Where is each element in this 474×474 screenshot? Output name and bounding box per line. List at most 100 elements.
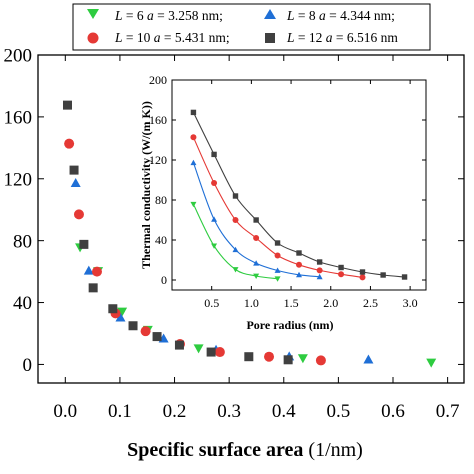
y-tick-label: 160 bbox=[4, 108, 33, 129]
data-point bbox=[190, 159, 197, 166]
data-point bbox=[91, 266, 102, 277]
legend-label-aeq: = 5.431 nm; bbox=[161, 30, 230, 45]
x-tick-label: 2.5 bbox=[363, 296, 378, 310]
main-axes: 0.0 0.1 0.2 0.3 0.4 0.5 0.6 0.7 0 40 80 120 160 200 bbox=[4, 46, 464, 422]
legend-label-eq: = 8 bbox=[295, 8, 320, 23]
data-point bbox=[128, 321, 138, 331]
data-point bbox=[211, 216, 218, 222]
data-point bbox=[190, 134, 197, 141]
data-point bbox=[264, 351, 275, 362]
data-point bbox=[283, 355, 293, 365]
legend-marker bbox=[264, 9, 276, 19]
data-point bbox=[426, 358, 437, 368]
data-point bbox=[232, 267, 239, 273]
data-point bbox=[253, 273, 260, 279]
data-point bbox=[296, 261, 302, 268]
data-point bbox=[211, 180, 218, 186]
legend-item: L = 10 a = 5.431 nm; bbox=[87, 30, 230, 45]
inset-plot: 0.5 1.0 1.5 2.0 2.5 3.0 0 40 80 120 160 200 Pore ra… bbox=[139, 73, 427, 332]
data-point bbox=[253, 217, 259, 223]
x-tick-label: 1.0 bbox=[244, 296, 259, 310]
data-point bbox=[338, 264, 344, 271]
legend-label-var: L bbox=[286, 8, 295, 23]
data-point bbox=[190, 109, 197, 116]
data-point bbox=[274, 252, 281, 259]
data-point bbox=[190, 201, 197, 208]
legend-label-avar: a bbox=[154, 30, 161, 45]
data-point bbox=[274, 267, 281, 273]
main-plot-frame bbox=[37, 54, 465, 384]
data-point bbox=[359, 274, 366, 281]
legend-label-eq: = 10 bbox=[123, 30, 154, 45]
data-point bbox=[296, 271, 302, 278]
x-tick-label: 0.2 bbox=[163, 401, 187, 422]
legend-label-aeq: = 6.516 nm bbox=[333, 30, 399, 45]
data-point bbox=[140, 326, 151, 337]
legend-item: L = 6 a = 3.258 nm; bbox=[87, 8, 223, 23]
data-point bbox=[70, 177, 81, 187]
legend-label-avar: a bbox=[326, 30, 333, 45]
legend-label-avar: a bbox=[147, 8, 154, 23]
x-tick-label: 0.6 bbox=[381, 401, 405, 422]
y-tick-label: 0 bbox=[23, 355, 33, 376]
data-point bbox=[253, 260, 260, 266]
data-point bbox=[297, 354, 308, 364]
x-tick-label: 1.5 bbox=[284, 296, 299, 310]
data-point bbox=[79, 239, 89, 249]
x-tick-label: 0.4 bbox=[272, 401, 296, 422]
legend-label-var: L bbox=[286, 30, 295, 45]
y-tick-label: 40 bbox=[13, 293, 32, 314]
data-point bbox=[69, 165, 79, 175]
inset-frame bbox=[171, 79, 427, 291]
data-point bbox=[274, 276, 281, 282]
legend-label-aeq: = 3.258 nm; bbox=[154, 8, 223, 23]
legend: L = 6 a = 3.258 nm; L = 8 a = 4.344 nm; … bbox=[72, 3, 431, 51]
data-point bbox=[315, 355, 326, 366]
legend-label: L = 8 a = 4.344 nm; bbox=[286, 8, 395, 23]
legend-label-var: L bbox=[114, 8, 123, 23]
data-point bbox=[316, 273, 323, 280]
data-point bbox=[115, 312, 126, 322]
data-point bbox=[232, 246, 239, 253]
main-x-axis-unit: (1/nm) bbox=[303, 439, 362, 461]
data-point bbox=[363, 354, 374, 364]
legend-label: L = 6 a = 3.258 nm; bbox=[114, 8, 223, 23]
data-point bbox=[73, 209, 84, 220]
y-tick-label: 160 bbox=[149, 113, 167, 127]
data-point bbox=[359, 269, 366, 275]
x-tick-label: 0.5 bbox=[327, 401, 351, 422]
data-point bbox=[211, 243, 218, 249]
data-point bbox=[316, 267, 323, 274]
y-tick-label: 200 bbox=[4, 46, 33, 67]
main-plot: 0.0 0.1 0.2 0.3 0.4 0.5 0.6 0.7 0 40 80 120 160 200 bbox=[4, 46, 465, 422]
data-point bbox=[244, 352, 254, 362]
legend-item: L = 8 a = 4.344 nm; bbox=[264, 8, 395, 23]
y-tick-label: 120 bbox=[149, 153, 167, 167]
y-tick-label: 80 bbox=[155, 193, 167, 207]
main-x-axis-title: Specific surface area (1/nm) bbox=[127, 439, 363, 461]
x-tick-label: 0.3 bbox=[217, 401, 241, 422]
data-point bbox=[401, 274, 408, 280]
legend-label-eq: = 12 bbox=[295, 30, 326, 45]
inset-axes: 0.5 1.0 1.5 2.0 2.5 3.0 0 40 80 120 160 200 bbox=[149, 73, 426, 310]
y-tick-label: 0 bbox=[161, 273, 167, 287]
data-point bbox=[338, 271, 345, 278]
legend-label: L = 12 a = 6.516 nm bbox=[286, 30, 398, 45]
legend-label-avar: a bbox=[319, 8, 326, 23]
legend-item: L = 12 a = 6.516 nm bbox=[265, 30, 398, 45]
legend-marker bbox=[87, 9, 99, 19]
main-x-axis-title-text: Specific surface area bbox=[127, 439, 303, 461]
data-point bbox=[193, 344, 204, 354]
data-point bbox=[232, 193, 239, 199]
data-point bbox=[206, 347, 216, 357]
legend-label-var: L bbox=[114, 30, 123, 45]
data-point bbox=[316, 259, 323, 265]
x-tick-label: 0.5 bbox=[204, 296, 219, 310]
data-point bbox=[83, 265, 94, 275]
data-point bbox=[211, 151, 217, 158]
inset-x-axis-title: Pore radius (nm) bbox=[246, 318, 333, 332]
main-points bbox=[62, 100, 437, 368]
data-point bbox=[108, 304, 118, 314]
inset-points bbox=[190, 109, 408, 282]
